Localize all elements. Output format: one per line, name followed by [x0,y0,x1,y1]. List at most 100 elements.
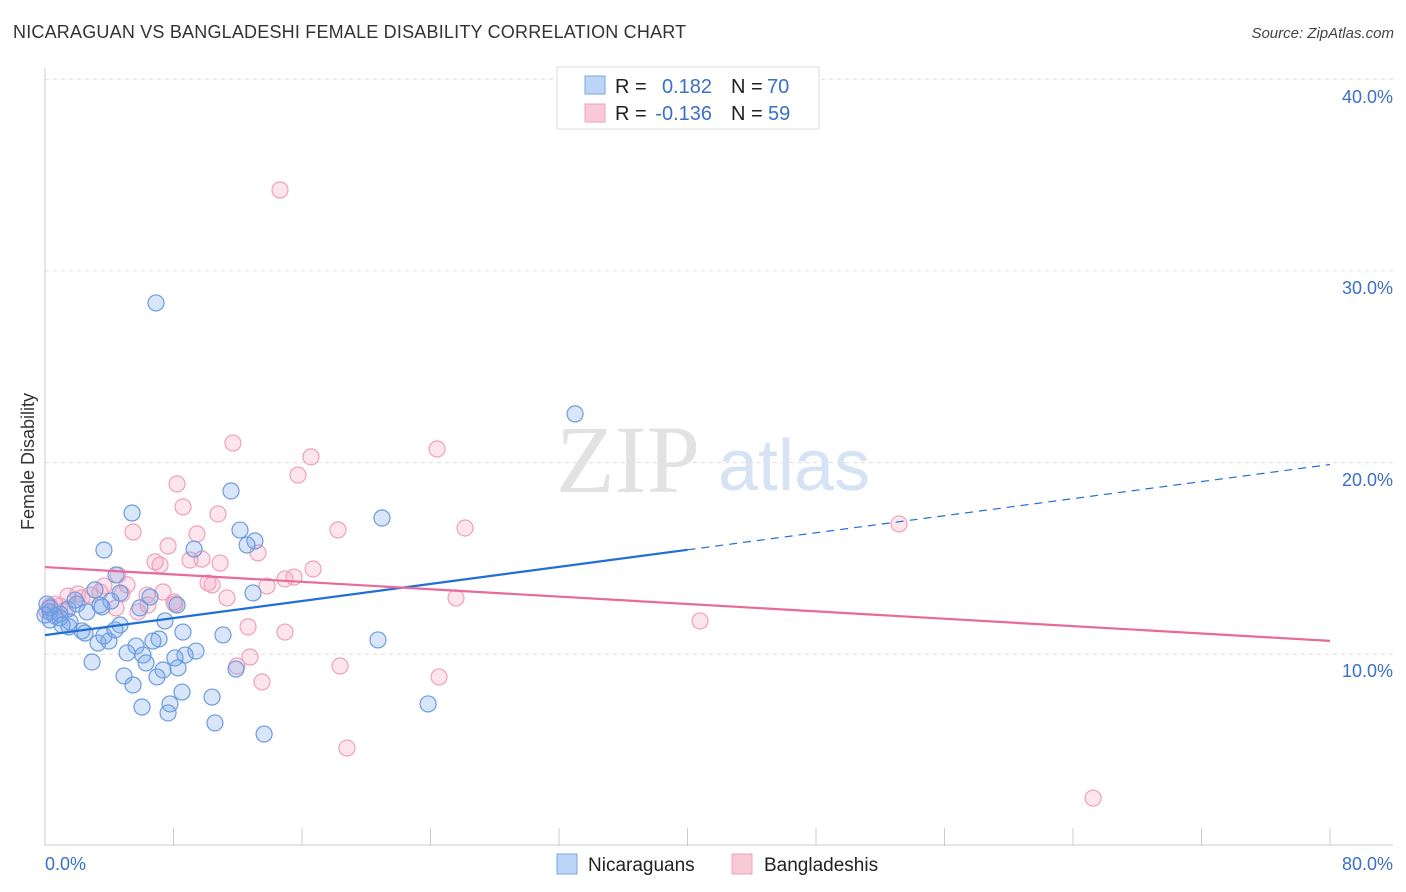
nicaraguan-point [89,634,107,652]
nicaraguan-point [144,632,162,650]
bangladeshi-point [239,618,257,636]
bangladeshi-point [174,498,192,516]
bangladeshi-point [168,475,186,493]
nicaraguan-point [118,644,136,662]
bangladeshi-point [159,537,177,555]
legend-n-value: 70 [767,76,789,98]
axes [44,68,1393,846]
chart-title: NICARAGUAN VS BANGLADESHI FEMALE DISABIL… [13,22,687,42]
bangladeshi-trend-line [44,565,1331,642]
bangladeshi-point [276,570,294,588]
bottom-legend-swatch-pink [731,853,753,875]
nicaraguan-point [66,591,84,609]
nicaraguan-point [173,683,191,701]
bangladeshi-point [289,466,307,484]
legend-n-label: N = [731,76,763,98]
nicaraguan-point [102,592,120,610]
bangladeshi-point [241,648,259,666]
nicaraguan-point [159,704,177,722]
bangladeshi-point [218,589,236,607]
legend-swatch-pink [584,103,606,123]
nicaraguan-point [154,661,172,679]
bangladeshi-point [209,505,227,523]
nicaraguan-point [131,599,149,617]
bottom-legend-bangladeshis: Bangladeshis [764,855,878,876]
nicaraguan-point [115,667,133,685]
nicaraguan-point [369,631,387,649]
bangladeshi-point [154,583,172,601]
bangladeshi-point [691,612,709,630]
nicaraguan-point [187,642,205,660]
bangladeshi-point [1084,789,1102,807]
bangladeshi-point [224,434,242,452]
trend-lines [44,463,1331,642]
nicaraguan-point [78,603,96,621]
nicaraguan-point [238,536,256,554]
bangladeshi-point [447,589,465,607]
nicaraguan-point [255,725,273,743]
legend: R = 0.182 N = 70 R = -0.136 N = 59 [556,66,820,130]
bangladeshi-point [331,657,349,675]
legend-swatch-blue [584,75,606,95]
bangladeshi-point [258,577,276,595]
nicaraguan-point [76,624,94,642]
y-axis-label: Female Disability [18,393,38,530]
y-tick-label-40: 40.0% [1342,87,1393,107]
watermark-zip: ZIP [556,406,700,513]
legend-r-value: 0.182 [662,76,712,98]
y-tick-label-20: 20.0% [1342,470,1393,490]
legend-n-label: N = [731,103,763,125]
bangladeshi-point [456,519,474,537]
bangladeshi-point [211,554,229,572]
nicaraguan-point [124,676,142,694]
nicaraguan-point [185,540,203,558]
bangladeshi-point [302,448,320,466]
nicaraguan-point [231,521,249,539]
y-tick-label-30: 30.0% [1342,278,1393,298]
legend-r-label: R = [615,76,647,98]
nicaraguan-point [169,659,187,677]
bangladeshi-point [271,181,289,199]
nicaraguan-point [41,599,59,617]
nicaraguan-point [86,581,104,599]
x-tick-label-min: 0.0% [45,854,86,874]
nicaraguan-point [566,405,584,423]
nicaraguan-trend-line [44,548,688,637]
bangladeshi-point [428,440,446,458]
y-tick-label-10: 10.0% [1342,661,1393,681]
nicaraguan-point [244,584,262,602]
nicaraguan-trend-line-projection [687,463,1331,551]
bangladeshi-point [146,553,164,571]
nicaraguan-point [166,649,184,667]
nicaraguan-point [147,294,165,312]
bangladeshi-point [304,560,322,578]
nicaraguan-point [127,637,145,655]
nicaraguan-point [203,688,221,706]
nicaraguan-point [123,504,141,522]
bottom-legend: Nicaraguans Bangladeshis [556,853,878,876]
bangladeshi-point [124,523,142,541]
gridlines [45,78,1393,655]
bangladeshi-point [253,673,271,691]
nicaraguan-point [83,653,101,671]
bangladeshi-point [203,576,221,594]
legend-r-value: -0.136 [655,103,712,125]
source-label: Source: ZipAtlas.com [1251,25,1394,42]
nicaraguan-point [168,596,186,614]
watermark-atlas: atlas [718,426,870,506]
nicaraguan-point [222,482,240,500]
bangladeshi-point [151,556,169,574]
nicaraguan-point [53,616,71,634]
bottom-legend-swatch-blue [556,853,578,875]
nicaraguan-point [95,541,113,559]
nicaraguan-point [133,698,151,716]
bangladeshi-point [329,521,347,539]
nicaraguan-point [141,588,159,606]
nicaraguan-point [227,660,245,678]
legend-n-value: 59 [768,103,790,125]
bangladeshi-point [430,668,448,686]
nicaraguan-point [206,714,224,732]
bangladeshi-point [276,623,294,641]
